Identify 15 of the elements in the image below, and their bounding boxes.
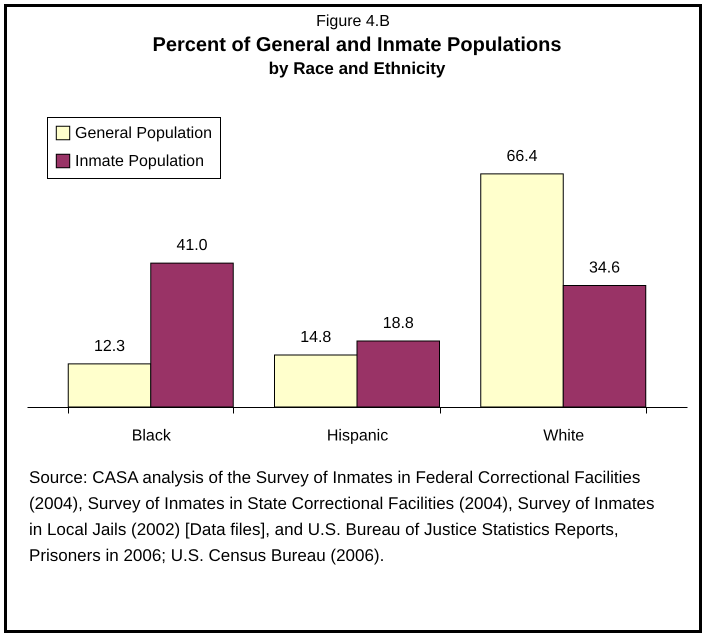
- caption: Figure 4.B: [315, 13, 391, 31]
- data-label: 66.4: [506, 148, 538, 165]
- chart-title: Percent of General and Inmate Populations: [152, 34, 562, 56]
- data-label: 34.6: [588, 260, 620, 277]
- legend-label: Inmate Population: [75, 153, 204, 170]
- data-label: 18.8: [382, 315, 414, 332]
- source-note: Source: CASA analysis of the Survey of Inmates in Federal Correctional Facilities (2004), Survey of Inmates in State Correctional Facilities (2004), Survey of Inmates in Local Jails (2002) [Data files], and U.S. Bureau of Justice Statistics Reports, Prisoners in 2006; U.S. Census Bureau (2006).: [29, 467, 656, 567]
- x-tick-label: Black: [132, 428, 172, 444]
- data-label: 14.8: [300, 329, 332, 346]
- x-tick-label: White: [543, 428, 584, 444]
- legend-label: General Population: [75, 125, 212, 142]
- x-tick-label: Hispanic: [326, 428, 388, 444]
- chart-subtitle: by Race and Ethnicity: [268, 59, 446, 78]
- data-label: 41.0: [176, 237, 208, 254]
- data-label: 12.3: [94, 338, 126, 355]
